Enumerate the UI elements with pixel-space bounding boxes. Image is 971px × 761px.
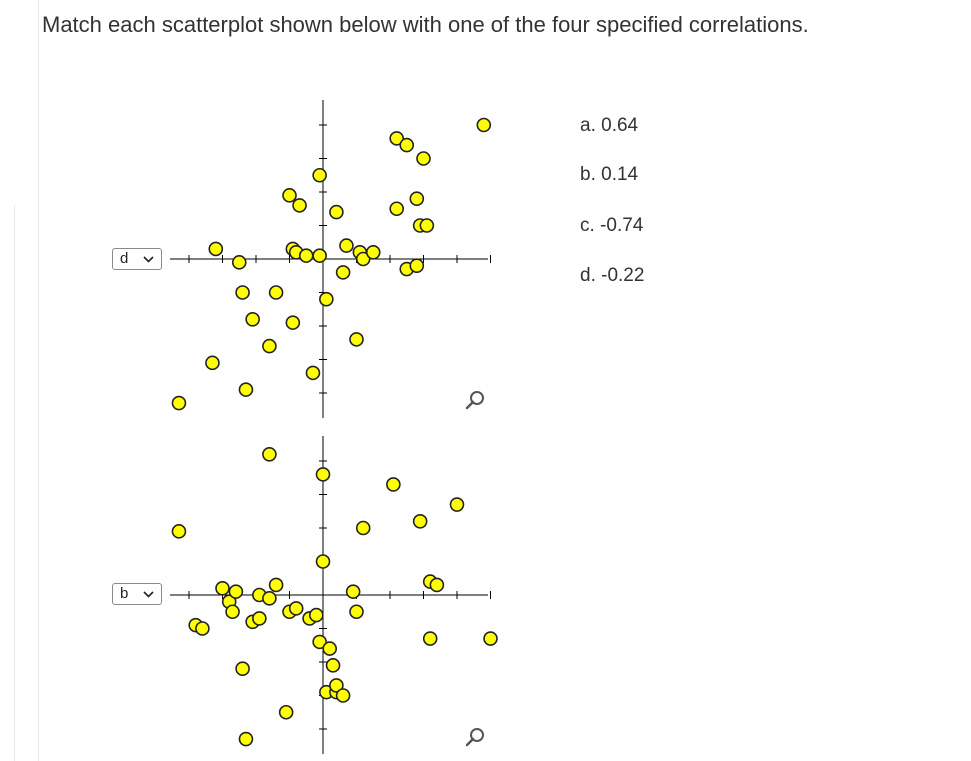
data-point	[215, 580, 230, 596]
data-point	[325, 658, 341, 673]
content-frame	[38, 0, 971, 761]
chevron-down-icon	[143, 591, 154, 598]
left-divider	[14, 205, 15, 761]
data-point	[335, 688, 351, 703]
option-c: c. -0.74	[580, 215, 644, 236]
data-point	[195, 621, 210, 636]
data-point	[319, 291, 334, 307]
data-point	[329, 204, 344, 220]
data-point	[476, 117, 492, 133]
data-point	[429, 577, 445, 593]
data-point	[285, 315, 301, 330]
data-point	[228, 584, 244, 599]
data-point	[268, 577, 284, 593]
data-point	[339, 238, 354, 253]
option-d: d. -0.22	[580, 265, 645, 286]
data-point	[483, 631, 498, 646]
data-point	[422, 631, 438, 646]
data-point	[292, 198, 307, 213]
select-value: b	[120, 585, 129, 602]
data-point	[262, 338, 277, 354]
data-point	[235, 661, 250, 677]
data-point	[322, 641, 338, 656]
data-point	[365, 245, 381, 260]
question-text: Match each scatterplot shown below with …	[42, 12, 809, 37]
data-point	[288, 601, 304, 616]
data-point	[389, 201, 405, 217]
data-point	[416, 151, 431, 166]
data-point	[355, 520, 371, 536]
data-point	[399, 137, 415, 153]
data-point	[262, 591, 277, 606]
data-point	[205, 355, 220, 371]
data-point	[335, 265, 351, 280]
data-point	[208, 241, 224, 257]
data-point	[225, 604, 240, 620]
data-point	[349, 332, 364, 347]
data-point	[238, 731, 254, 747]
option-b: b. 0.14	[580, 164, 639, 185]
data-point	[345, 584, 361, 599]
data-point	[409, 258, 425, 274]
data-point	[349, 604, 364, 620]
data-point	[171, 395, 187, 411]
magnify-icon[interactable]	[465, 728, 484, 747]
data-point	[312, 248, 327, 263]
data-point	[355, 251, 371, 267]
data-point	[419, 218, 435, 233]
data-point	[282, 188, 297, 203]
data-point	[262, 446, 277, 462]
data-point	[315, 467, 331, 482]
data-point	[268, 285, 284, 300]
data-point	[312, 634, 327, 650]
data-point	[231, 255, 247, 270]
select-value: d	[120, 250, 129, 267]
data-point	[329, 678, 344, 693]
data-point	[305, 365, 321, 381]
data-point	[278, 704, 294, 720]
data-point	[171, 524, 187, 539]
data-point	[315, 554, 331, 569]
data-point	[252, 611, 267, 626]
data-point	[449, 497, 465, 512]
correlation-select-plot-2[interactable]: b	[112, 583, 162, 605]
data-point	[312, 167, 327, 183]
data-point	[308, 607, 324, 623]
chevron-down-icon	[143, 256, 154, 263]
magnify-icon[interactable]	[465, 391, 484, 410]
data-point	[298, 248, 314, 263]
data-point	[386, 477, 401, 492]
data-point	[245, 311, 260, 327]
option-a: a. 0.64	[580, 115, 639, 136]
data-point	[238, 382, 254, 397]
data-point	[235, 285, 250, 300]
data-point	[412, 513, 428, 529]
data-point	[409, 191, 425, 206]
data-point	[389, 131, 405, 146]
correlation-select-plot-1[interactable]: d	[112, 248, 162, 270]
